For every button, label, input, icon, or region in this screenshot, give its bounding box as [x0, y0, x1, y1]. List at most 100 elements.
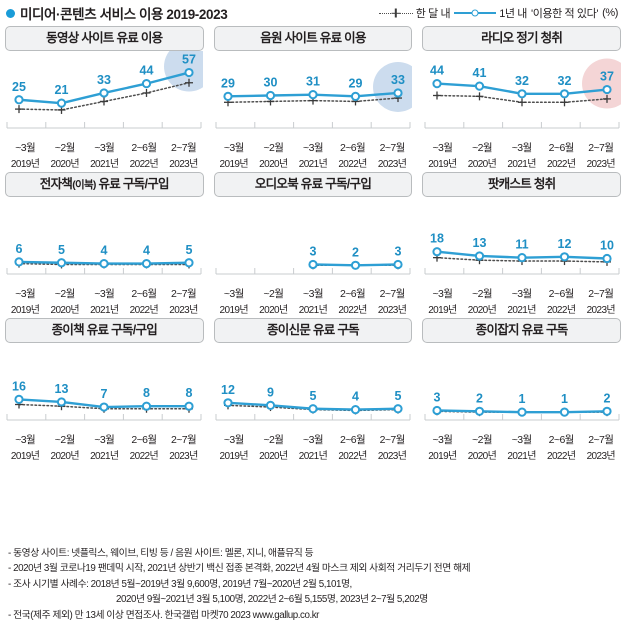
x-tick-month: ~2월 [54, 288, 75, 300]
x-tick-month: 2~7월 [379, 288, 406, 300]
svg-text:1: 1 [561, 392, 568, 406]
line-chart-plot: 12 9 5 4 5 [214, 343, 412, 431]
x-tick-month: ~3월 [94, 288, 115, 300]
x-tick-year: 2023년 [169, 159, 198, 170]
x-tick-month: ~3월 [432, 434, 453, 446]
chart-panel-title: 종이책 유료 구독/구입 [5, 318, 204, 343]
svg-text:33: 33 [391, 73, 405, 87]
svg-text:29: 29 [221, 76, 235, 90]
svg-text:41: 41 [472, 66, 486, 80]
chart-panel: 동영상 사이트 유료 이용 25 21 33 44 57 ~3월 ~2월 ~3월 2~6월 2~… [0, 24, 209, 170]
svg-text:8: 8 [143, 386, 150, 400]
x-tick-year: 2023년 [169, 451, 198, 462]
svg-text:4: 4 [352, 390, 359, 404]
svg-text:37: 37 [600, 70, 614, 84]
x-tick-year: 2022년 [338, 159, 367, 170]
footnote-line: - 동영상 사이트: 넷플릭스, 웨이브, 티빙 등 / 음원 사이트: 멜론,… [8, 547, 314, 559]
x-tick-month: ~2월 [263, 434, 284, 446]
x-tick-month: ~2월 [54, 142, 75, 154]
x-tick-year: 2019년 [219, 451, 249, 462]
x-axis-month-labels: ~3월 ~2월 ~3월 2~6월 2~7월 [214, 432, 412, 447]
chart-panel-title: 전자책(이북) 유료 구독/구입 [5, 172, 204, 197]
chart-panel-title: 라디오 정기 청취 [422, 26, 621, 51]
chart-panel-title: 종이신문 유료 구독 [213, 318, 413, 343]
footnote-line: - 전국(제주 제외) 만 13세 이상 면접조사. 한국갤럽 마켓70 202… [8, 609, 319, 621]
x-tick-month: ~3월 [511, 434, 532, 446]
x-tick-year: 2022년 [129, 451, 159, 462]
x-tick-year: 2021년 [90, 305, 119, 316]
svg-text:44: 44 [140, 64, 154, 78]
chart-panel: 라디오 정기 청취 44 41 32 32 37 ~3월 ~2월 ~3월 2~6월 2~7월 2… [417, 24, 626, 170]
footnote-line: - 조사 시기별 사례수: 2018년 5월~2019년 3월 9,600명, … [8, 578, 352, 590]
x-tick-year: 2020년 [50, 451, 79, 462]
chart-panel: 오디오북 유료 구독/구입 3 2 3 ~3월 ~2월 ~3월 2~6월 2~7월 2019… [209, 170, 418, 316]
x-tick-month: ~3월 [223, 142, 244, 154]
x-tick-month: ~2월 [263, 288, 284, 300]
svg-text:5: 5 [310, 389, 317, 403]
x-tick-year: 2020년 [467, 305, 497, 316]
x-tick-year: 2022년 [546, 305, 576, 316]
x-tick-month: ~3월 [303, 142, 323, 154]
svg-text:57: 57 [182, 53, 196, 67]
chart-panel-title: 오디오북 유료 구독/구입 [213, 172, 413, 197]
x-tick-year: 2019년 [428, 305, 457, 316]
x-tick-year: 2022년 [338, 451, 367, 462]
svg-text:13: 13 [55, 382, 69, 396]
x-tick-year: 2023년 [586, 159, 616, 170]
legend-usage-label: '이용한 적 있다' [531, 8, 599, 20]
footnote-line: 2020년 9월~2021년 3월 5,100명, 2022년 2~6월 5,1… [116, 594, 428, 605]
circle-marker-solid-line-icon [454, 8, 496, 18]
x-tick-month: ~3월 [15, 142, 36, 154]
line-chart-plot: 3 2 3 [214, 197, 412, 285]
x-tick-year: 2023년 [169, 305, 198, 316]
x-axis-month-labels: ~3월 ~2월 ~3월 2~6월 2~7월 [214, 286, 412, 301]
chart-panel-title: 음원 사이트 유료 이용 [213, 26, 413, 51]
x-tick-month: 2~6월 [340, 142, 366, 154]
header-title-group: 미디어·콘텐츠 서비스 이용 2019-2023 [6, 3, 228, 23]
x-tick-year: 2021년 [507, 305, 536, 316]
x-tick-year: 2021년 [90, 451, 119, 462]
svg-text:4: 4 [101, 244, 108, 258]
panel-row: 종이책 유료 구독/구입 16 13 7 8 8 ~3월 ~2월 ~3월 2~6월 2~7월 2… [0, 316, 626, 462]
svg-text:11: 11 [515, 238, 528, 252]
svg-text:2: 2 [352, 245, 359, 259]
x-tick-year: 2019년 [10, 159, 40, 170]
svg-text:5: 5 [395, 389, 402, 403]
line-chart-plot: 29 30 31 29 33 [214, 51, 412, 139]
x-tick-year: 2019년 [219, 159, 249, 170]
x-tick-month: ~3월 [511, 288, 532, 300]
x-axis-year-labels: 2019년 2020년 2021년 2022년 2023년 [5, 447, 203, 462]
x-axis-month-labels: ~3월 ~2월 ~3월 2~6월 2~7월 [5, 286, 203, 301]
x-tick-month: ~3월 [432, 288, 453, 300]
svg-text:6: 6 [16, 242, 23, 256]
x-tick-year: 2021년 [298, 159, 328, 170]
line-chart-plot: 25 21 33 44 57 [5, 51, 204, 139]
x-tick-year: 2019년 [10, 451, 40, 462]
x-tick-year: 2021년 [507, 159, 536, 170]
x-axis-year-labels: 2019년 2020년 2021년 2022년 2023년 [423, 301, 621, 316]
chart-panel: 음원 사이트 유료 이용 29 30 31 29 33 ~3월 ~2월 ~3월 2~6월 2~7… [209, 24, 418, 170]
legend-unit: (%) [602, 7, 618, 19]
chart-panel: 종이책 유료 구독/구입 16 13 7 8 8 ~3월 ~2월 ~3월 2~6월 2~7월 2… [0, 316, 209, 462]
x-tick-year: 2021년 [298, 451, 328, 462]
svg-text:10: 10 [600, 239, 614, 253]
x-tick-year: 2023년 [377, 305, 407, 316]
x-tick-month: 2~7월 [170, 434, 197, 446]
x-tick-month: 2~6월 [131, 434, 157, 446]
svg-text:32: 32 [515, 74, 529, 88]
svg-text:25: 25 [12, 80, 26, 94]
x-tick-month: ~2월 [472, 434, 492, 446]
svg-text:3: 3 [433, 390, 440, 404]
x-axis-month-labels: ~3월 ~2월 ~3월 2~6월 2~7월 [5, 432, 203, 447]
line-chart-plot: 16 13 7 8 8 [5, 343, 203, 431]
legend-item-year: 1년 내 [454, 5, 527, 21]
x-tick-year: 2020년 [467, 451, 497, 462]
x-tick-year: 2021년 [507, 451, 536, 462]
x-tick-month: ~3월 [223, 434, 244, 446]
plus-marker-dotted-line-icon [378, 8, 413, 18]
svg-text:13: 13 [472, 236, 486, 250]
svg-text:31: 31 [306, 75, 320, 89]
x-axis-month-labels: ~3월 ~2월 ~3월 2~6월 2~7월 [423, 432, 621, 447]
svg-text:30: 30 [264, 76, 278, 90]
svg-text:5: 5 [58, 243, 65, 257]
